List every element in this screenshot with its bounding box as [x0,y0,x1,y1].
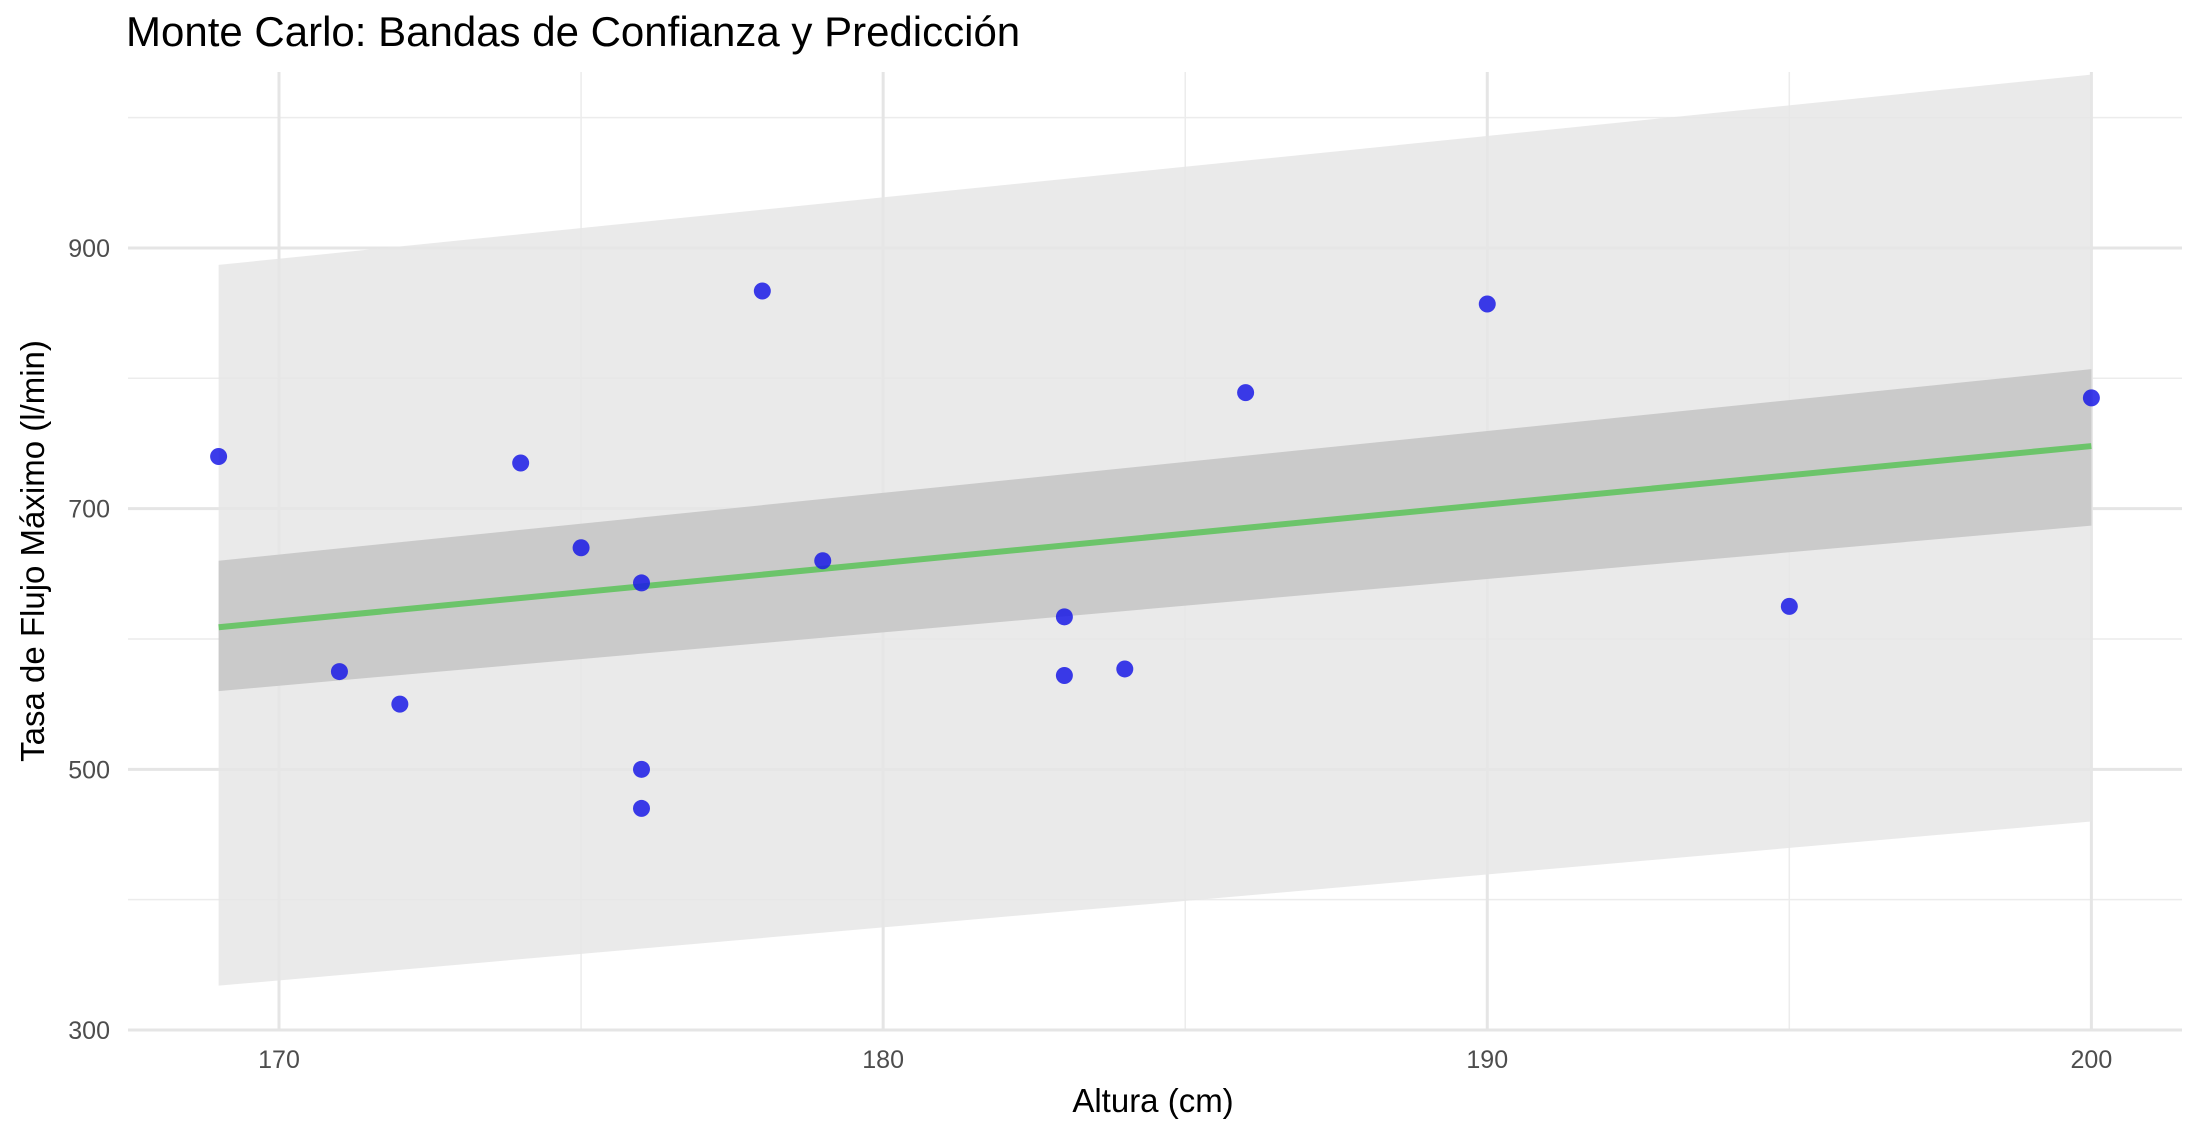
x-axis-ticks: 170 180 190 200 [258,1046,2112,1074]
y-tick-label: 300 [68,1017,110,1045]
fit-line-group [218,443,2092,631]
data-point [1055,666,1073,684]
x-axis-title: Altura (cm) [1072,1082,1233,1119]
y-axis-ticks: 300 500 700 900 [68,235,110,1045]
data-point [633,760,650,778]
confidence-band [218,369,2092,692]
y-tick-label: 900 [68,235,110,263]
data-point [391,695,409,713]
data-point [330,663,348,681]
data-point [512,454,530,472]
data-point [753,282,771,300]
data-point [633,799,650,817]
data-point [1237,384,1255,402]
data-point [1478,295,1496,313]
data-point [814,552,832,570]
chart-title: Monte Carlo: Bandas de Confianza y Predi… [126,8,1021,55]
data-point [1780,597,1798,615]
x-tick-label: 180 [862,1046,904,1074]
fit-line [218,443,2092,631]
bands [218,74,2092,986]
data-point [210,448,228,466]
data-point [2082,389,2100,407]
data-point [633,574,650,592]
y-axis-title: Tasa de Flujo Máximo (l/min) [14,340,51,762]
data-point [1055,608,1073,626]
x-tick-label: 190 [1466,1046,1508,1074]
x-tick-label: 200 [2071,1046,2113,1074]
data-points [210,282,2100,817]
data-point [1116,660,1134,678]
y-tick-label: 500 [68,756,110,784]
data-point [572,539,590,557]
x-tick-label: 170 [258,1046,300,1074]
y-tick-label: 700 [68,496,110,524]
